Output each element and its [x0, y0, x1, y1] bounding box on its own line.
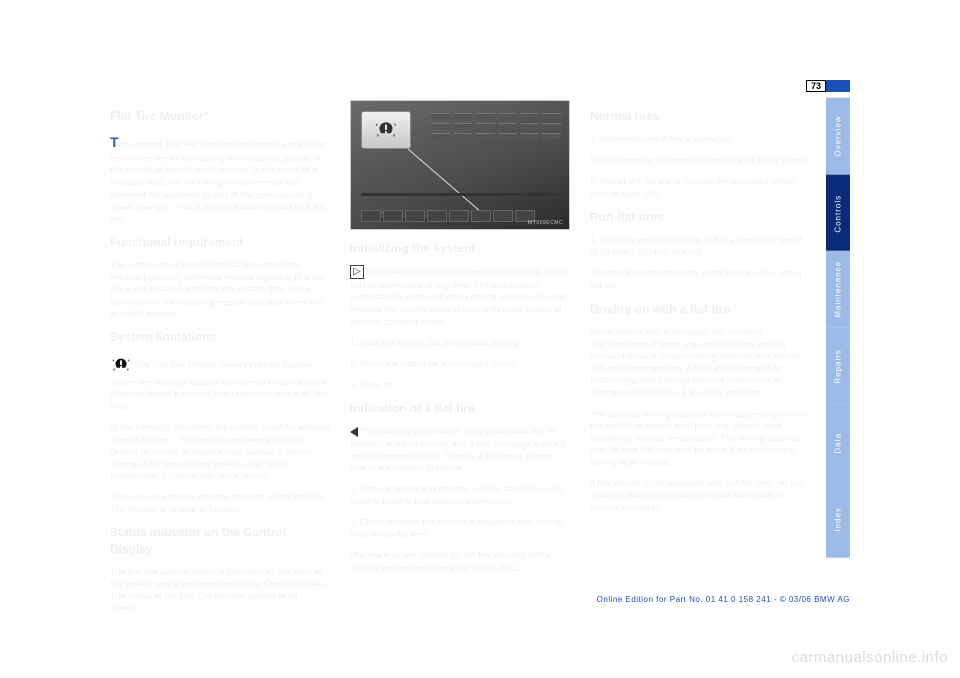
step-normal-2: 2. Repair the flat tire or change the da…	[590, 175, 810, 199]
footer-edition: Online Edition for Part No. 01 41 0 158 …	[597, 595, 850, 604]
tab-index[interactable]: Index	[826, 481, 850, 558]
heading-status-indicator: Status indicator on the Control Display	[110, 524, 330, 556]
tab-repairs[interactable]: Repairs	[826, 328, 850, 405]
column-1: Flat Tire Monitor* The concept The Flat …	[110, 100, 330, 580]
para-runflat-label: Run-flat tires are labeled on the tire s…	[350, 549, 570, 573]
heading-initializing: Initializing the system	[350, 240, 570, 256]
para-situations: In the following situations, the system …	[110, 421, 330, 482]
para-indication-text: The warning lamps come on in yellow and …	[350, 426, 565, 472]
tab-data[interactable]: Data	[826, 405, 850, 482]
para-concept-text: he concept The Flat Tire Monitor detects…	[110, 139, 325, 224]
dashboard-photo: MY009ECMC	[350, 100, 570, 230]
para-system-limits: The Flat Tire Monitor cannot indicate su…	[110, 354, 330, 412]
step-normal-1: 1. Determine which tire is damaged.	[590, 133, 810, 145]
tpms-button-icon	[373, 117, 399, 143]
step-init-2: 2. Press the button for a prolonged peri…	[350, 358, 570, 370]
column-2: MY009ECMC Initializing the system ▷ The …	[350, 100, 570, 580]
para-init-note-text: The initialization is completed during d…	[350, 267, 568, 327]
page-number-accent	[826, 80, 850, 92]
tab-overview[interactable]: Overview	[826, 98, 850, 175]
lower-console-strip	[361, 193, 559, 221]
content-columns: Flat Tire Monitor* The concept The Flat …	[110, 100, 810, 580]
heading-functional-req: Functional requirement	[110, 234, 330, 250]
manual-page: 73 Overview Controls Maintenance Repairs…	[110, 80, 850, 600]
para-concept: The concept The Flat Tire Monitor detect…	[110, 133, 330, 225]
para-driving-on-3: If the vehicle is not equipped with run-…	[590, 477, 810, 513]
para-normal-note: If this cannot be determined, contact yo…	[590, 154, 810, 166]
heading-flat-tire-monitor: Flat Tire Monitor*	[110, 108, 330, 124]
tab-maintenance[interactable]: Maintenance	[826, 251, 850, 328]
page-number-bar: 73	[806, 80, 850, 92]
para-functional-req: The system must be initialized at the co…	[110, 259, 330, 320]
page-number: 73	[806, 80, 826, 92]
warning-triangle-icon	[350, 427, 358, 437]
para-system-limits-text: The Flat Tire Monitor cannot indicate su…	[110, 359, 329, 411]
para-indication: The warning lamps come on in yellow and …	[350, 425, 570, 474]
watermark: carmanualsonline.info	[792, 649, 948, 666]
para-driving-on-1: When driving with a damaged tire, handli…	[590, 326, 810, 399]
para-runflat-note: Observe the instructions for continuing …	[590, 267, 810, 291]
para-status-indicator: The tire and system status is indicated …	[110, 566, 330, 615]
tab-controls[interactable]: Controls	[826, 175, 850, 252]
heading-runflat-tires: Run-flat tires	[590, 209, 810, 225]
photo-ref-label: MY009ECMC	[528, 220, 563, 227]
para-driving-on-2: The possible driving distance varies dep…	[590, 408, 810, 469]
heading-driving-on: Driving on with a flat tire	[590, 301, 810, 317]
step-flat-2: 2. Check whether the vehicle is equipped…	[350, 516, 570, 540]
step-init-3: 3. Drive off.	[350, 379, 570, 391]
radio-buttons-strip	[431, 113, 561, 143]
heading-system-limits: System limitations	[110, 329, 330, 345]
drop-cap: T	[110, 134, 119, 150]
step-runflat-1: 1. You may continue driving, but at a mo…	[590, 234, 810, 258]
tpms-button-inset	[361, 111, 411, 149]
heading-normal-tires: Normal tires	[590, 108, 810, 124]
step-init-1: 1. Start the engine, but do not start dr…	[350, 337, 570, 349]
continuation-arrow-icon: ▷	[350, 265, 364, 279]
column-3: Normal tires 1. Determine which tire is …	[590, 100, 810, 580]
para-init-note: ▷ The initialization is completed during…	[350, 265, 570, 328]
para-compact-wheel: When you are driving with the compact wh…	[110, 491, 330, 515]
heading-indication: Indication of a flat tire	[350, 400, 570, 416]
step-flat-1: 1. Reduce speed and stop the vehicle car…	[350, 483, 570, 507]
side-tabs: Overview Controls Maintenance Repairs Da…	[826, 98, 850, 558]
tpms-icon	[110, 354, 132, 376]
